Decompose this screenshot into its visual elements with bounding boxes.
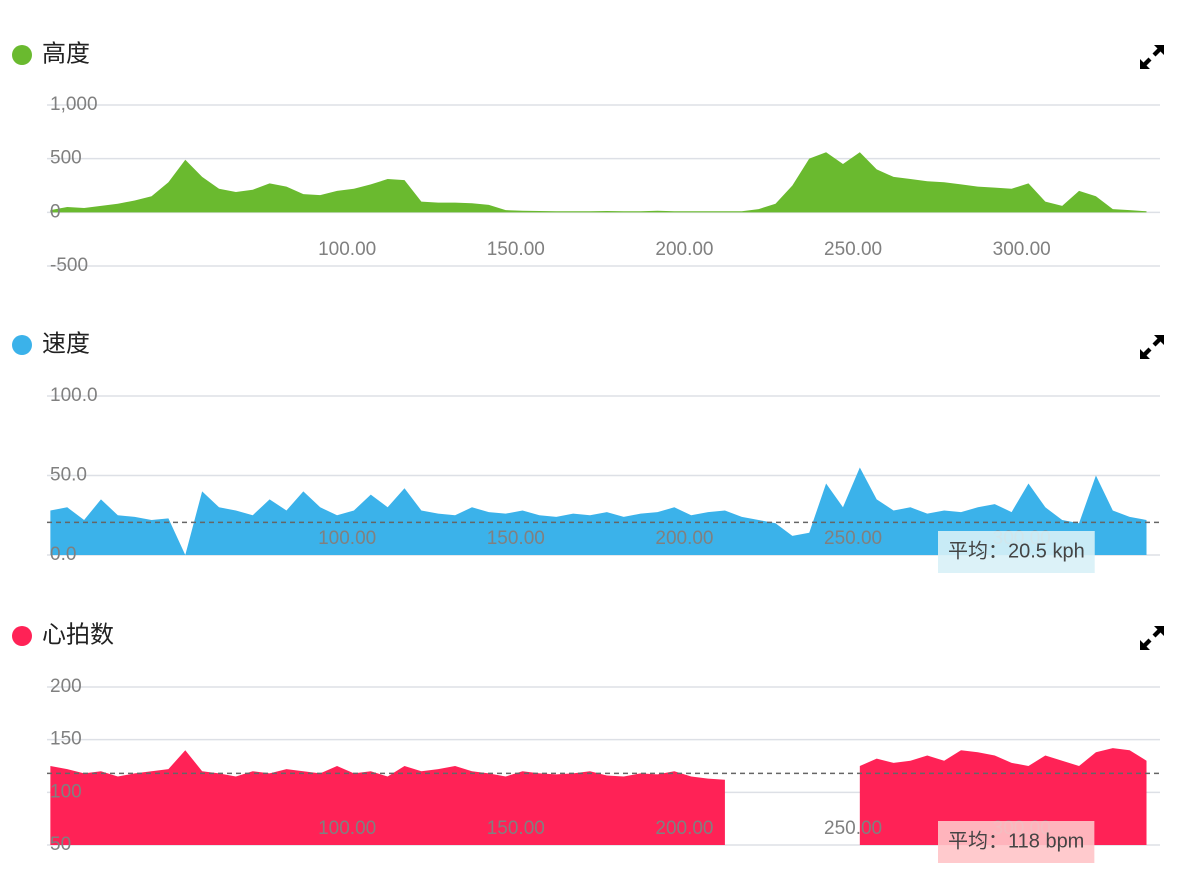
legend-dot — [12, 335, 32, 355]
area — [50, 467, 1147, 555]
x-tick-label: 150.00 — [487, 528, 545, 549]
y-tick-label: 500 — [50, 148, 82, 169]
expand-arrows — [1140, 45, 1164, 69]
x-tick-label: 100.00 — [318, 818, 376, 839]
x-tick-label: 150.00 — [487, 818, 545, 839]
expand-icon[interactable] — [1140, 45, 1164, 69]
average-label: 平均：20.5 kph — [948, 539, 1085, 562]
y-tick-label: 50.0 — [50, 465, 87, 486]
y-tick-label: 100 — [50, 781, 82, 802]
y-tick-label: 150 — [50, 729, 82, 750]
x-tick-label: 300.00 — [993, 239, 1051, 260]
area — [50, 748, 1147, 845]
legend-dot — [12, 626, 32, 646]
x-tick-label: 200.00 — [655, 528, 713, 549]
expand-arrows — [1140, 626, 1164, 650]
x-tick-label: 200.00 — [655, 818, 713, 839]
average-label: 平均：118 bpm — [948, 829, 1084, 852]
average-box — [938, 531, 1095, 573]
y-tick-label: 0 — [50, 201, 61, 222]
y-tick-label: 200 — [50, 676, 82, 697]
y-tick-label: 100.0 — [50, 385, 98, 406]
y-tick-label: 1,000 — [50, 94, 98, 115]
area — [50, 152, 1147, 213]
average-box — [938, 821, 1095, 863]
x-tick-label: 150.00 — [487, 239, 545, 260]
y-tick-label: 50 — [50, 834, 71, 855]
x-tick-label: 250.00 — [824, 239, 882, 260]
expand-arrows — [1140, 335, 1164, 359]
x-tick-label: 250.00 — [824, 528, 882, 549]
x-tick-label: 200.00 — [655, 239, 713, 260]
chart-title: 高度 — [42, 40, 90, 67]
expand-icon[interactable] — [1140, 626, 1164, 650]
chart-title: 速度 — [42, 330, 90, 357]
x-tick-label: 250.00 — [824, 818, 882, 839]
y-tick-label: 0.0 — [50, 544, 76, 565]
legend-dot — [12, 45, 32, 65]
x-tick-label: 100.00 — [318, 239, 376, 260]
x-tick-label: 100.00 — [318, 528, 376, 549]
chart-title: 心拍数 — [42, 621, 114, 648]
y-tick-label: -500 — [50, 255, 88, 276]
expand-icon[interactable] — [1140, 335, 1164, 359]
